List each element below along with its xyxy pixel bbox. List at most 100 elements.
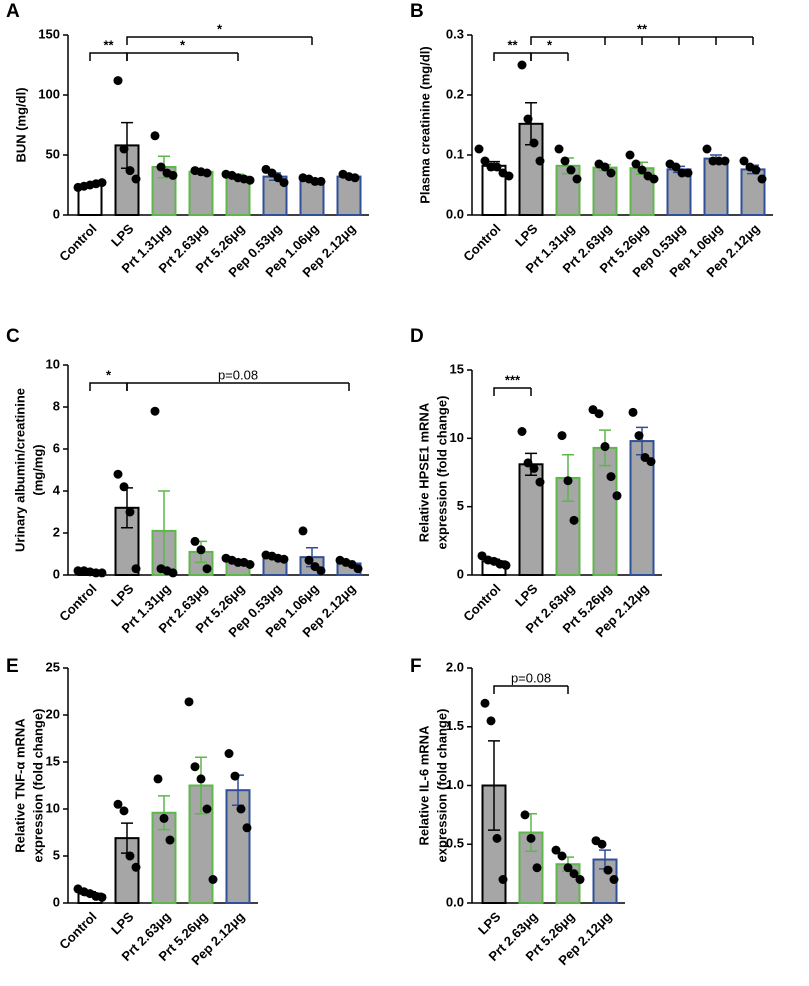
data-point	[649, 174, 659, 184]
bar	[592, 446, 618, 576]
data-point	[208, 875, 218, 884]
data-point	[532, 863, 542, 873]
data-point	[751, 165, 761, 175]
error-bar	[158, 795, 170, 831]
y-tick-label: 5	[53, 847, 60, 862]
y-tick-label: 1.5	[446, 718, 464, 733]
x-tick-label: LPS	[512, 221, 541, 250]
y-axis-label: expression (fold change)	[434, 396, 449, 550]
data-point	[119, 482, 129, 492]
significance-label: *	[547, 37, 553, 52]
data-point	[634, 431, 644, 441]
data-point	[560, 156, 570, 166]
data-point	[184, 697, 194, 707]
y-tick-label: 25	[46, 659, 60, 674]
y-axis-label: Plasma creatinine (mg/dl)	[417, 46, 432, 204]
y-axis-label: Urinary albumin/creatinine	[12, 388, 27, 552]
data-point	[492, 162, 502, 172]
bar	[703, 157, 729, 217]
data-point	[563, 476, 573, 486]
y-tick-label: 2	[53, 524, 60, 539]
data-point	[606, 168, 616, 178]
significance-bracket	[89, 52, 128, 61]
data-point	[535, 477, 545, 487]
data-point	[480, 156, 490, 166]
significance-label: **	[103, 37, 114, 52]
y-tick-label: 10	[46, 356, 60, 371]
data-point	[554, 144, 564, 154]
x-tick-label: LPS	[108, 909, 137, 938]
data-point	[119, 144, 129, 154]
data-point	[159, 813, 169, 823]
data-point	[563, 863, 573, 873]
data-point	[492, 833, 502, 843]
y-tick-label: 0.3	[446, 26, 464, 41]
significance-bracket	[126, 36, 313, 45]
y-tick-label: 5	[457, 498, 464, 513]
data-point	[683, 168, 693, 178]
y-tick-label: 0	[53, 894, 60, 909]
data-point	[474, 144, 484, 154]
x-tick-label: Control	[56, 581, 99, 624]
significance-bracket	[89, 382, 128, 391]
data-point	[350, 173, 360, 183]
y-tick-label: 10	[46, 800, 60, 815]
panel-letter: C	[6, 326, 20, 347]
data-point	[168, 170, 178, 180]
error-bar	[488, 740, 500, 831]
data-point	[273, 173, 283, 183]
significance-bracket	[493, 685, 569, 694]
data-point	[131, 174, 141, 184]
y-tick-label: 4	[53, 482, 61, 497]
data-point	[304, 555, 314, 565]
panel-letter: A	[6, 1, 20, 22]
y-axis-label: Relative TNF-α mRNA	[12, 718, 27, 853]
significance-label: *	[180, 37, 186, 52]
y-tick-label: 150	[38, 26, 60, 41]
panel: C Urinary albumin/creatinine (mg/mg) 0 2 4 6 8 1…	[6, 326, 369, 640]
y-tick-label: 0.1	[446, 146, 464, 161]
data-point	[720, 156, 730, 166]
panel: D Relative HPSE1 mRNA expression (fold cha…	[410, 326, 662, 640]
x-tick-label: Control	[460, 581, 503, 624]
data-point	[131, 564, 141, 574]
significance-bracket	[126, 52, 239, 61]
data-point	[739, 156, 749, 166]
data-point	[113, 76, 123, 86]
data-point	[575, 875, 585, 884]
y-tick-label: 0.0	[446, 894, 464, 909]
data-point	[190, 536, 200, 546]
data-point	[535, 156, 545, 166]
y-tick-label: 15	[450, 361, 464, 376]
data-point	[609, 875, 619, 884]
data-point	[572, 174, 582, 184]
data-point	[150, 131, 160, 141]
significance-label: p=0.08	[511, 670, 551, 685]
y-tick-label: 0.0	[446, 206, 464, 221]
data-point	[594, 409, 604, 419]
data-point	[196, 545, 206, 555]
data-point	[316, 566, 326, 576]
data-point	[165, 835, 175, 845]
panel: B Plasma creatinine (mg/dl) 0.0 0.1 0.2 0.3 Co…	[410, 1, 773, 280]
data-point	[316, 176, 326, 186]
data-point	[245, 560, 255, 569]
data-point	[168, 568, 178, 578]
data-point	[279, 554, 289, 564]
y-tick-label: 10	[450, 430, 464, 445]
data-point	[236, 804, 246, 814]
significance-bracket	[530, 36, 754, 45]
data-point	[526, 833, 536, 843]
data-point	[267, 168, 277, 178]
y-tick-label: 2.0	[446, 659, 464, 674]
data-point	[517, 427, 527, 436]
y-tick-label: 20	[46, 706, 60, 721]
data-point	[480, 698, 490, 708]
data-point	[551, 845, 561, 855]
y-axis-label: Relative IL-6 mRNA	[416, 725, 431, 846]
data-point	[353, 564, 363, 574]
data-point	[523, 458, 533, 468]
y-tick-label: 15	[46, 753, 60, 768]
